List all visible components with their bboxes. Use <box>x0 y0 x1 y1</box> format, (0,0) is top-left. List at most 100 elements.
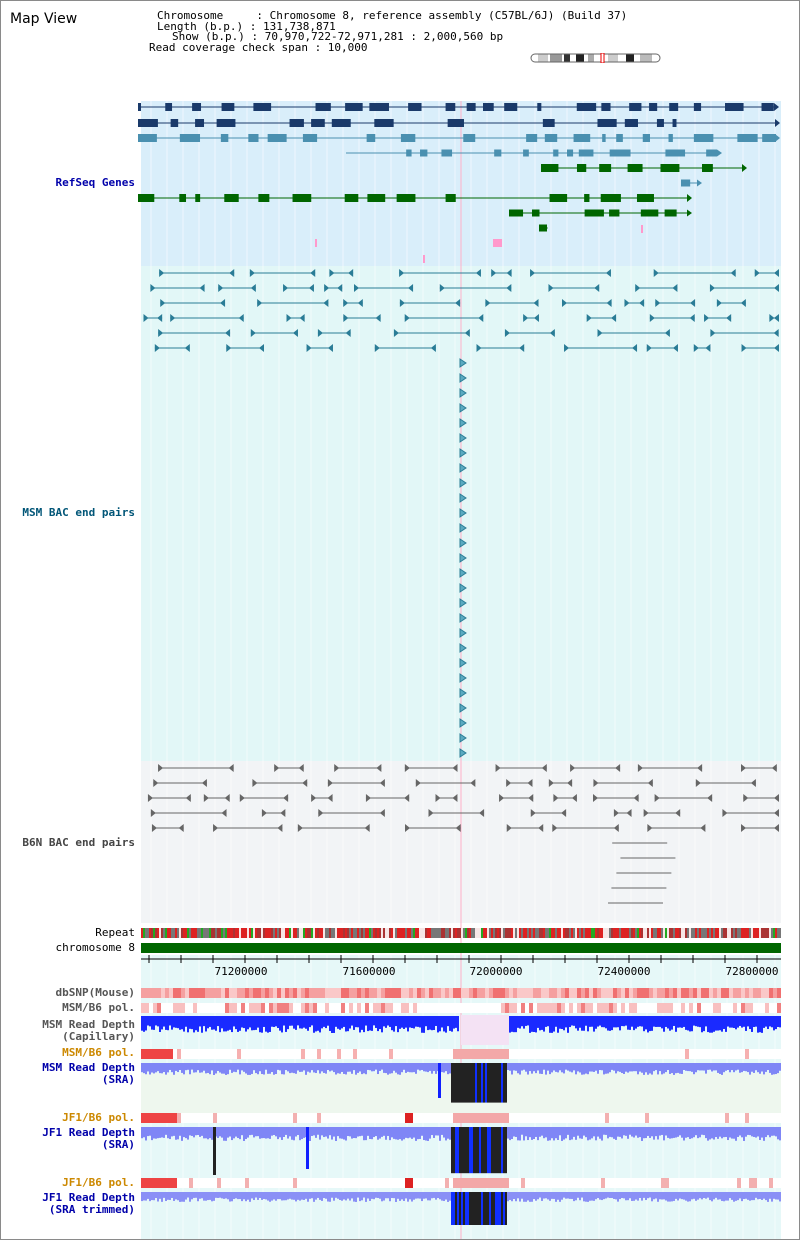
b6n-bac-pair-end <box>239 794 245 802</box>
dbsnp-cell <box>405 988 409 998</box>
track-label-msm-depth-sra[interactable]: MSM Read Depth (SRA) <box>1 1062 135 1086</box>
jf1-depth-trimmed-bar <box>299 1192 301 1201</box>
track-label-msm-depth-capillary[interactable]: MSM Read Depth (Capillary) <box>1 1019 135 1043</box>
repeat-block <box>379 928 381 938</box>
track-label-msm-bac[interactable]: MSM BAC end pairs <box>22 506 135 519</box>
jf1-b6-pol-trimmed-cell <box>333 1178 337 1188</box>
b6n-bac-pair-end <box>178 824 184 832</box>
track-label-b6n-bac[interactable]: B6N BAC end pairs <box>22 836 135 849</box>
jf1-b6-pol-trimmed-cell <box>589 1178 593 1188</box>
repeat-block <box>469 928 471 938</box>
jf1-depth-sra-bar <box>511 1127 513 1140</box>
msm-depth-capillary-bar <box>345 1016 347 1032</box>
msm-depth-sra-bar <box>467 1063 469 1103</box>
jf1-depth-sra-bar <box>553 1127 555 1141</box>
jf1-b6-pol-trimmed-cell <box>641 1178 645 1188</box>
dbsnp-cell <box>201 988 205 998</box>
jf1-b6-pol-trimmed-cell <box>729 1178 733 1188</box>
msm-bac-pair-end <box>649 314 655 322</box>
repeat-block <box>189 928 191 938</box>
msm-bac-pair-end <box>399 299 405 307</box>
msm-b6-pol-cell <box>245 1003 249 1013</box>
jf1-depth-sra-bar <box>359 1127 361 1137</box>
jf1-b6-pol-sra-cell <box>217 1113 221 1123</box>
msm-depth-sra-bar <box>763 1063 765 1075</box>
msm-depth-sra-bar <box>395 1063 397 1073</box>
msm-b6-pol-sra-cell <box>725 1049 729 1059</box>
track-label-refseq[interactable]: RefSeq Genes <box>55 176 135 189</box>
repeat-block <box>171 928 173 938</box>
msm-b6-pol-cell <box>157 1003 161 1013</box>
msm-b6-pol-cell <box>257 1003 261 1013</box>
msm-depth-capillary-bar <box>399 1016 401 1029</box>
track-label-chromosome[interactable]: chromosome 8 <box>55 941 135 954</box>
repeat-block <box>439 928 441 938</box>
jf1-depth-trimmed-bar <box>359 1192 361 1202</box>
refseq-gene-row1-exon <box>669 103 679 111</box>
repeat-block <box>613 928 615 938</box>
jf1-depth-trimmed-bar <box>609 1192 611 1199</box>
msm-depth-sra-bar <box>311 1063 313 1071</box>
jf1-depth-sra-bar <box>413 1127 415 1138</box>
msm-depth-sra-bar <box>463 1063 465 1103</box>
msm-b6-pol-sra-cell <box>753 1049 757 1059</box>
track-label-jf1-b6-pol-trimmed[interactable]: JF1/B6 pol. <box>62 1176 135 1189</box>
jf1-depth-sra-bar <box>219 1127 221 1137</box>
jf1-b6-pol-trimmed-cell <box>609 1178 613 1188</box>
msm-b6-pol-sra-cell <box>197 1049 201 1059</box>
jf1-depth-trimmed-bar <box>509 1192 511 1200</box>
msm-b6-pol-sra-cell <box>329 1049 333 1059</box>
b6n-bac-pair-end <box>697 764 703 772</box>
msm-depth-sra-bar <box>701 1063 703 1071</box>
track-label-jf1-depth-sra[interactable]: JF1 Read Depth (SRA) <box>1 1127 135 1151</box>
repeat-block <box>375 928 377 938</box>
track-label-msm-b6-pol-capillary[interactable]: MSM/B6 pol. <box>62 1001 135 1014</box>
jf1-depth-sra-bar <box>145 1127 147 1141</box>
track-label-dbsnp[interactable]: dbSNP(Mouse) <box>55 986 135 999</box>
msm-depth-sra-bar <box>411 1063 413 1073</box>
track-label-jf1-b6-pol-sra[interactable]: JF1/B6 pol. <box>62 1111 135 1124</box>
repeat-block <box>603 928 605 938</box>
jf1-depth-trimmed-bar <box>621 1192 623 1199</box>
msm-bac-end-marker <box>459 538 467 548</box>
jf1-depth-sra-bar <box>771 1127 773 1136</box>
jf1-depth-trimmed-bar <box>365 1192 367 1202</box>
jf1-b6-pol-trimmed-cell <box>253 1178 257 1188</box>
msm-depth-capillary-bar <box>281 1016 283 1033</box>
msm-depth-sra-bar <box>321 1063 323 1072</box>
jf1-depth-sra-bar <box>657 1127 659 1140</box>
jf1-depth-sra-bar <box>291 1127 293 1140</box>
dbsnp-cell <box>253 988 257 998</box>
repeat-block <box>627 928 629 938</box>
msm-depth-capillary-bar <box>653 1016 655 1027</box>
jf1-depth-trimmed-bar <box>717 1192 719 1200</box>
jf1-depth-trimmed-bar <box>223 1192 225 1199</box>
track-label-repeat[interactable]: Repeat <box>95 926 135 939</box>
track-label-jf1-depth-trimmed[interactable]: JF1 Read Depth (SRA trimmed) <box>1 1192 135 1216</box>
msm-depth-capillary-bar <box>301 1016 303 1029</box>
msm-b6-pol-cell <box>385 1003 389 1013</box>
chromosome-ideogram[interactable] <box>530 53 661 63</box>
repeat-block <box>571 928 573 938</box>
msm-depth-sra-bar <box>529 1063 531 1072</box>
repeat-block <box>369 928 371 938</box>
repeat-block <box>477 928 479 938</box>
b6n-bac-pair-end <box>221 809 227 817</box>
repeat-block <box>389 928 391 938</box>
track-label-msm-b6-pol-sra[interactable]: MSM/B6 pol. <box>62 1046 135 1059</box>
msm-depth-capillary-bar <box>635 1016 637 1029</box>
msm-depth-sra-bar <box>317 1063 319 1071</box>
jf1-b6-pol-trimmed-cell <box>201 1178 205 1188</box>
msm-depth-sra-bar <box>183 1063 185 1075</box>
msm-b6-pol-sra-cell <box>649 1049 653 1059</box>
repeat-block <box>531 928 533 938</box>
msm-b6-pol-cell <box>437 1003 441 1013</box>
jf1-depth-trimmed-bar <box>207 1192 209 1201</box>
repeat-block <box>361 928 363 938</box>
jf1-b6-pol-trimmed-cell <box>269 1178 273 1188</box>
msm-depth-capillary-bar <box>235 1016 237 1030</box>
msm-depth-sra-bar <box>649 1063 651 1074</box>
jf1-depth-sra-bar <box>563 1127 565 1140</box>
dbsnp-cell <box>317 988 321 998</box>
